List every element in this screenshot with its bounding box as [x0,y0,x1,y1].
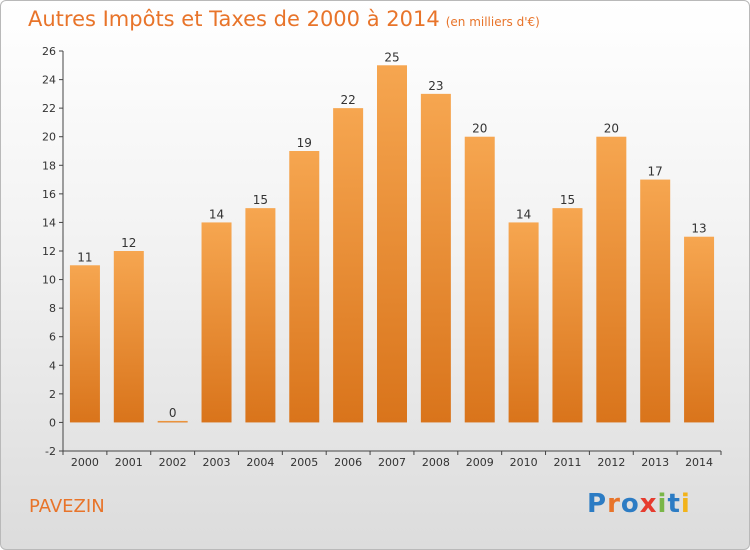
y-tick-label: 18 [42,159,56,172]
chart-title: Autres Impôts et Taxes de 2000 à 2014 (en… [28,7,540,31]
x-tick-label: 2001 [115,456,143,469]
y-tick-label: 6 [49,331,56,344]
x-tick-label: 2000 [71,456,99,469]
bar [640,179,671,423]
proxiti-logo: Proxiti [587,489,691,519]
bar [684,236,715,423]
y-tick-label: 12 [42,245,56,258]
x-tick-label: 2011 [553,456,581,469]
bar-value-label: 20 [604,122,619,136]
bar [113,251,144,423]
bar-value-label: 23 [428,79,443,93]
y-tick-label: 20 [42,131,56,144]
bar-value-label: 22 [340,93,355,107]
x-tick-label: 2008 [422,456,450,469]
bar [508,222,539,423]
y-tick-label: 4 [49,359,56,372]
bar-value-label: 20 [472,122,487,136]
bar-value-label: 14 [209,207,224,221]
bar [69,265,100,423]
bar [464,136,495,423]
logo-letter: P [587,489,608,519]
logo-letter: r [607,489,621,519]
x-tick-label: 2004 [246,456,274,469]
y-tick-label: 26 [42,45,56,58]
x-tick-label: 2010 [510,456,538,469]
y-tick-label: 14 [42,216,56,229]
bar-value-label: 12 [121,236,136,250]
bar-value-label: 13 [691,222,706,236]
y-tick-label: 16 [42,188,56,201]
bar [420,93,451,423]
bar [333,108,364,423]
bar-value-label: 25 [384,50,399,64]
x-tick-label: 2007 [378,456,406,469]
bar-value-label: 17 [648,165,663,179]
bar-value-label: 15 [560,193,575,207]
title-text: Autres Impôts et Taxes de 2000 à 2014 [28,7,440,31]
x-tick-label: 2002 [159,456,187,469]
bar [377,65,407,423]
y-tick-label: -2 [45,445,56,458]
y-tick-label: 24 [42,74,56,87]
y-tick-label: 0 [49,416,56,429]
bar-value-label: 11 [77,250,92,264]
bar [201,222,232,423]
y-tick-label: 10 [42,274,56,287]
logo-letter: t [667,489,681,519]
bar [245,208,276,423]
bar-value-label: 14 [516,207,531,221]
unit-note: (en milliers d'€) [445,15,540,29]
x-tick-label: 2006 [334,456,362,469]
x-tick-label: 2013 [641,456,669,469]
y-tick-label: 2 [49,388,56,401]
x-tick-label: 2014 [685,456,713,469]
bar-value-label: 19 [297,136,312,150]
logo-letter: x [639,489,658,519]
y-tick-label: 22 [42,102,56,115]
bar-value-label: 0 [169,406,177,420]
bar [157,420,188,423]
logo-letter: i [657,489,668,519]
y-tick-label: 8 [49,302,56,315]
bar [596,136,627,423]
x-tick-label: 2009 [466,456,494,469]
x-tick-label: 2005 [290,456,318,469]
x-tick-label: 2012 [597,456,625,469]
bar [552,208,583,423]
logo-letter: o [620,489,640,519]
bar-value-label: 15 [253,193,268,207]
location-label: PAVEZIN [29,496,105,517]
logo-letter: i [680,489,691,519]
x-tick-label: 2003 [203,456,231,469]
bar [289,151,320,423]
